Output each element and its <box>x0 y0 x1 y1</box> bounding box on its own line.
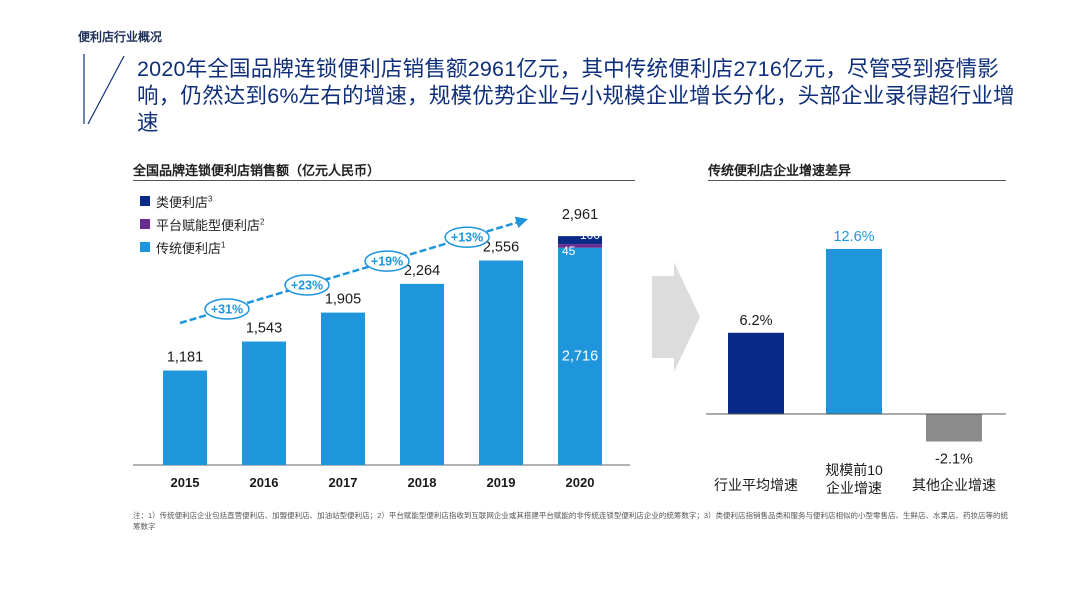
growth-category-label-1: 行业平均增速 <box>714 477 798 493</box>
growth-badge-1 <box>204 298 250 320</box>
legend-swatch-platform <box>140 219 150 229</box>
x-tick-2016: 2016 <box>250 475 279 490</box>
left-chart-title: 全国品牌连锁便利店销售额（亿元人民币） <box>133 163 381 178</box>
bar-traditional-2019 <box>479 260 523 465</box>
x-tick-2015: 2015 <box>171 475 200 490</box>
total-label-2016: 1,543 <box>246 321 282 337</box>
legend-item-similar: 类便利店3 <box>140 192 264 210</box>
segment-label-similar-2020: 100 <box>580 228 600 242</box>
bar-traditional-2016 <box>242 341 286 465</box>
transition-arrow-icon <box>652 262 700 372</box>
legend-item-platform: 平台赋能型便利店2 <box>140 215 264 233</box>
legend-item-traditional: 传统便利店1 <box>140 238 264 256</box>
total-label-2018: 2,264 <box>404 263 440 279</box>
bar-platform-2020 <box>558 244 602 248</box>
right-bar-chart: 6.2% 12.6% -2.1% 行业平均增速 规模前10 企业增速 其他企业增速 <box>706 229 1006 496</box>
legend-label-similar: 类便利店3 <box>156 194 213 210</box>
growth-badge-2 <box>284 274 330 296</box>
growth-bar-3 <box>926 414 982 442</box>
legend-label-platform: 平台赋能型便利店2 <box>156 217 265 233</box>
total-label-2015: 1,181 <box>167 350 203 366</box>
bar-traditional-2020 <box>558 247 602 465</box>
bar-traditional-2015 <box>163 370 207 465</box>
growth-badge-3 <box>364 250 410 272</box>
bar-traditional-2018 <box>400 283 444 465</box>
growth-badge-4 <box>444 226 490 248</box>
growth-category-label-2: 规模前10 企业增速 <box>825 462 883 496</box>
growth-category-label-3: 其他企业增速 <box>912 477 996 493</box>
segment-label-traditional-2020: 2,716 <box>562 348 598 364</box>
footnote: 注：1）传统便利店企业包括直营便利店、加盟便利店、加油站型便利店；2）平台赋能型… <box>133 511 1009 531</box>
growth-label-1: +31% <box>211 302 243 316</box>
legend-swatch-similar <box>140 196 150 206</box>
headline: 2020年全国品牌连锁便利店销售额2961亿元，其中传统便利店2716亿元，尽管… <box>137 57 1015 135</box>
growth-bar-2 <box>826 248 882 414</box>
growth-bar-1 <box>728 332 784 414</box>
right-title-rule <box>708 180 1006 181</box>
x-tick-2017: 2017 <box>329 475 358 490</box>
growth-trend-arrowhead <box>514 216 528 229</box>
left-bar-chart: 1,181 2015 1,543 2016 1,905 2017 2,264 2018 2,55… <box>133 207 630 490</box>
section-label: 便利店行业概况 <box>78 30 163 44</box>
total-label-2020: 2,961 <box>562 207 598 223</box>
x-tick-2019: 2019 <box>487 475 516 490</box>
total-label-2019: 2,556 <box>483 240 519 256</box>
total-label-2017: 1,905 <box>325 292 361 308</box>
bar-similar-2020 <box>558 236 602 245</box>
segment-label-platform-2020: 45 <box>562 244 576 258</box>
growth-value-label-2: 12.6% <box>833 229 874 245</box>
growth-value-label-1: 6.2% <box>739 313 772 329</box>
right-chart-title: 传统便利店企业增速差异 <box>708 163 852 178</box>
bar-traditional-2017 <box>321 312 365 465</box>
page-number-glyph <box>83 54 125 125</box>
page-number-slash <box>87 55 125 125</box>
legend-swatch-traditional <box>140 242 150 252</box>
growth-label-3: +19% <box>371 255 403 269</box>
growth-label-4: +13% <box>451 231 483 245</box>
growth-value-label-3: -2.1% <box>935 452 973 468</box>
legend-label-traditional: 传统便利店1 <box>156 240 226 256</box>
x-tick-2020: 2020 <box>566 475 595 490</box>
left-title-rule <box>133 180 635 181</box>
x-tick-2018: 2018 <box>408 475 437 490</box>
legend: 类便利店3 平台赋能型便利店2 传统便利店1 <box>140 192 264 256</box>
growth-label-2: +23% <box>291 279 323 293</box>
